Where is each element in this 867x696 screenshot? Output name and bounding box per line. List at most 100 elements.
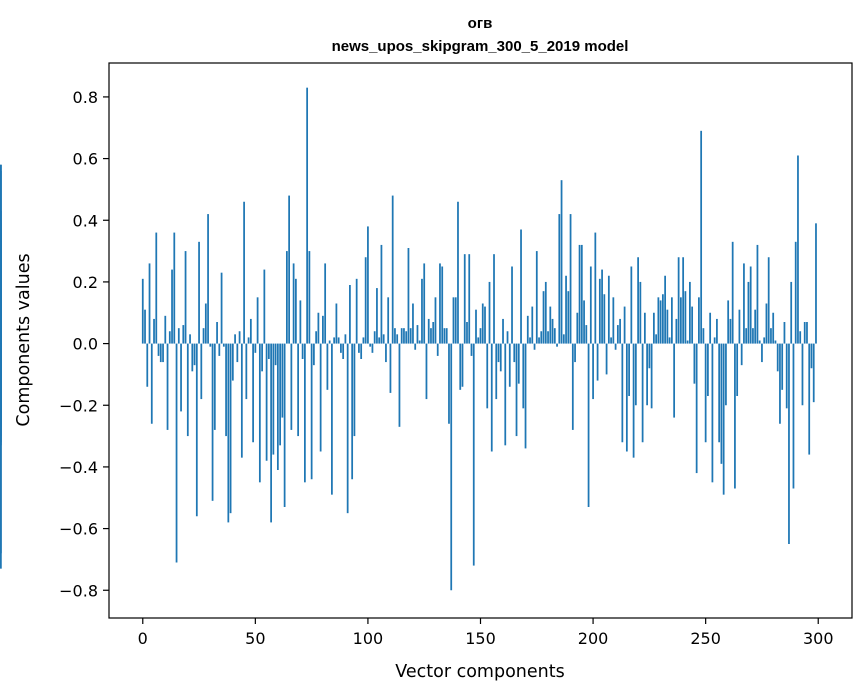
bar-component-172	[529, 337, 531, 344]
bar-component-119	[409, 328, 412, 344]
bar-component-297	[810, 343, 813, 369]
bar-component-57	[270, 343, 272, 523]
bar-component-81	[324, 263, 327, 344]
bar-component-205	[603, 294, 606, 344]
bar-component-43	[238, 331, 241, 344]
bar-component-213	[621, 343, 624, 443]
chart-title: огв	[468, 15, 493, 32]
y-tick-label: 0.8	[73, 88, 98, 107]
bar-component-19	[184, 251, 187, 344]
x-tick-label: 250	[690, 629, 721, 648]
y-tick-label: 0.4	[73, 211, 98, 230]
bar-component-288	[790, 281, 793, 344]
bar-component-143	[463, 254, 466, 344]
bar-component-184	[556, 343, 558, 347]
bar-component-185	[558, 214, 561, 344]
bar-component-90	[344, 334, 347, 344]
bar-component-206	[605, 343, 608, 375]
bar-component-42	[236, 343, 239, 363]
bar-component-224	[646, 343, 648, 406]
bar-component-128	[430, 328, 432, 344]
bar-component-2	[146, 343, 149, 387]
bar-component-121	[414, 343, 417, 350]
bar-component-101	[369, 343, 372, 347]
bar-component-241	[684, 291, 687, 344]
bar-component-193	[576, 312, 579, 344]
bar-component-116	[403, 328, 405, 344]
bar-component-232	[664, 275, 666, 344]
bar-component-46	[245, 343, 248, 400]
bar-component-89	[342, 343, 345, 359]
bar-component-258	[722, 343, 725, 495]
bar-component-296	[808, 343, 811, 455]
bar-component-246	[695, 343, 698, 474]
bar-component-171	[526, 315, 529, 344]
y-tick-label: −0.2	[59, 396, 98, 415]
bar-component-109	[387, 297, 390, 344]
bar-component-68	[295, 278, 297, 344]
bar-component-244	[691, 306, 694, 344]
bar-component-281	[774, 340, 777, 344]
bar-component-168	[520, 229, 522, 344]
bar-component-66	[290, 343, 293, 430]
bar-component-238	[677, 257, 680, 344]
bar-component-263	[734, 343, 736, 489]
bar-component-245	[693, 343, 696, 384]
bar-component-179	[544, 281, 547, 344]
bar-component-27	[202, 328, 205, 344]
bar-component-266	[740, 343, 743, 366]
bar-component-138	[452, 297, 455, 344]
bar-component-62	[281, 343, 284, 418]
bar-component-127	[427, 318, 430, 344]
bar-component-36	[222, 343, 225, 347]
bar-component-83	[328, 340, 331, 344]
bar-component-0	[141, 278, 144, 344]
bar-component-174	[533, 343, 536, 350]
bar-component-146	[470, 343, 473, 356]
bar-component-140	[457, 201, 459, 344]
y-tick-label: −0.4	[59, 458, 98, 477]
bar-component-124	[421, 278, 423, 344]
y-tick-label: 0.2	[73, 273, 98, 292]
bar-component-56	[267, 343, 270, 359]
y-tick-label: 0.0	[73, 335, 98, 354]
bar-component-139	[454, 297, 457, 344]
bar-component-187	[562, 334, 565, 344]
bar-component-198	[587, 343, 590, 507]
bar-component-120	[412, 303, 414, 344]
bar-component-10	[164, 315, 167, 344]
x-tick-label: 100	[353, 629, 384, 648]
bar-component-5	[153, 318, 155, 344]
bar-component-38	[227, 343, 230, 523]
bars-group	[0, 87, 817, 591]
bar-component-298	[812, 343, 815, 403]
bar-component-239	[680, 297, 682, 344]
bar-component-278	[767, 257, 770, 344]
bar-component-32	[213, 343, 216, 430]
bar-component-123	[418, 340, 421, 344]
bar-component-197	[585, 325, 588, 344]
bar-component-20	[186, 343, 189, 437]
bar-component-219	[634, 343, 637, 406]
bar-component-280	[772, 312, 775, 344]
bar-component-135	[445, 328, 448, 344]
bar-component-13	[171, 269, 173, 344]
bar-component-272	[754, 309, 757, 344]
bar-component-194	[578, 244, 581, 344]
bar-component-undefined	[0, 328, 2, 344]
bar-component-129	[432, 322, 435, 344]
bar-component-9	[162, 343, 164, 363]
bar-component-289	[792, 343, 795, 489]
bar-component-286	[785, 343, 788, 409]
y-axis-ticks: −0.8 −0.6 −0.4 −0.2 0.0 0.2 0.4 0.6 0.8	[59, 88, 109, 600]
bar-component-260	[727, 300, 730, 344]
bar-component-41	[234, 334, 236, 344]
bar-component-237	[675, 318, 678, 344]
bar-component-136	[448, 343, 450, 424]
bar-component-49	[252, 343, 254, 443]
bar-component-188	[565, 275, 567, 344]
bar-component-250	[704, 343, 707, 443]
bar-component-191	[571, 343, 574, 430]
bar-component-292	[799, 331, 802, 344]
bar-component-110	[389, 343, 392, 393]
